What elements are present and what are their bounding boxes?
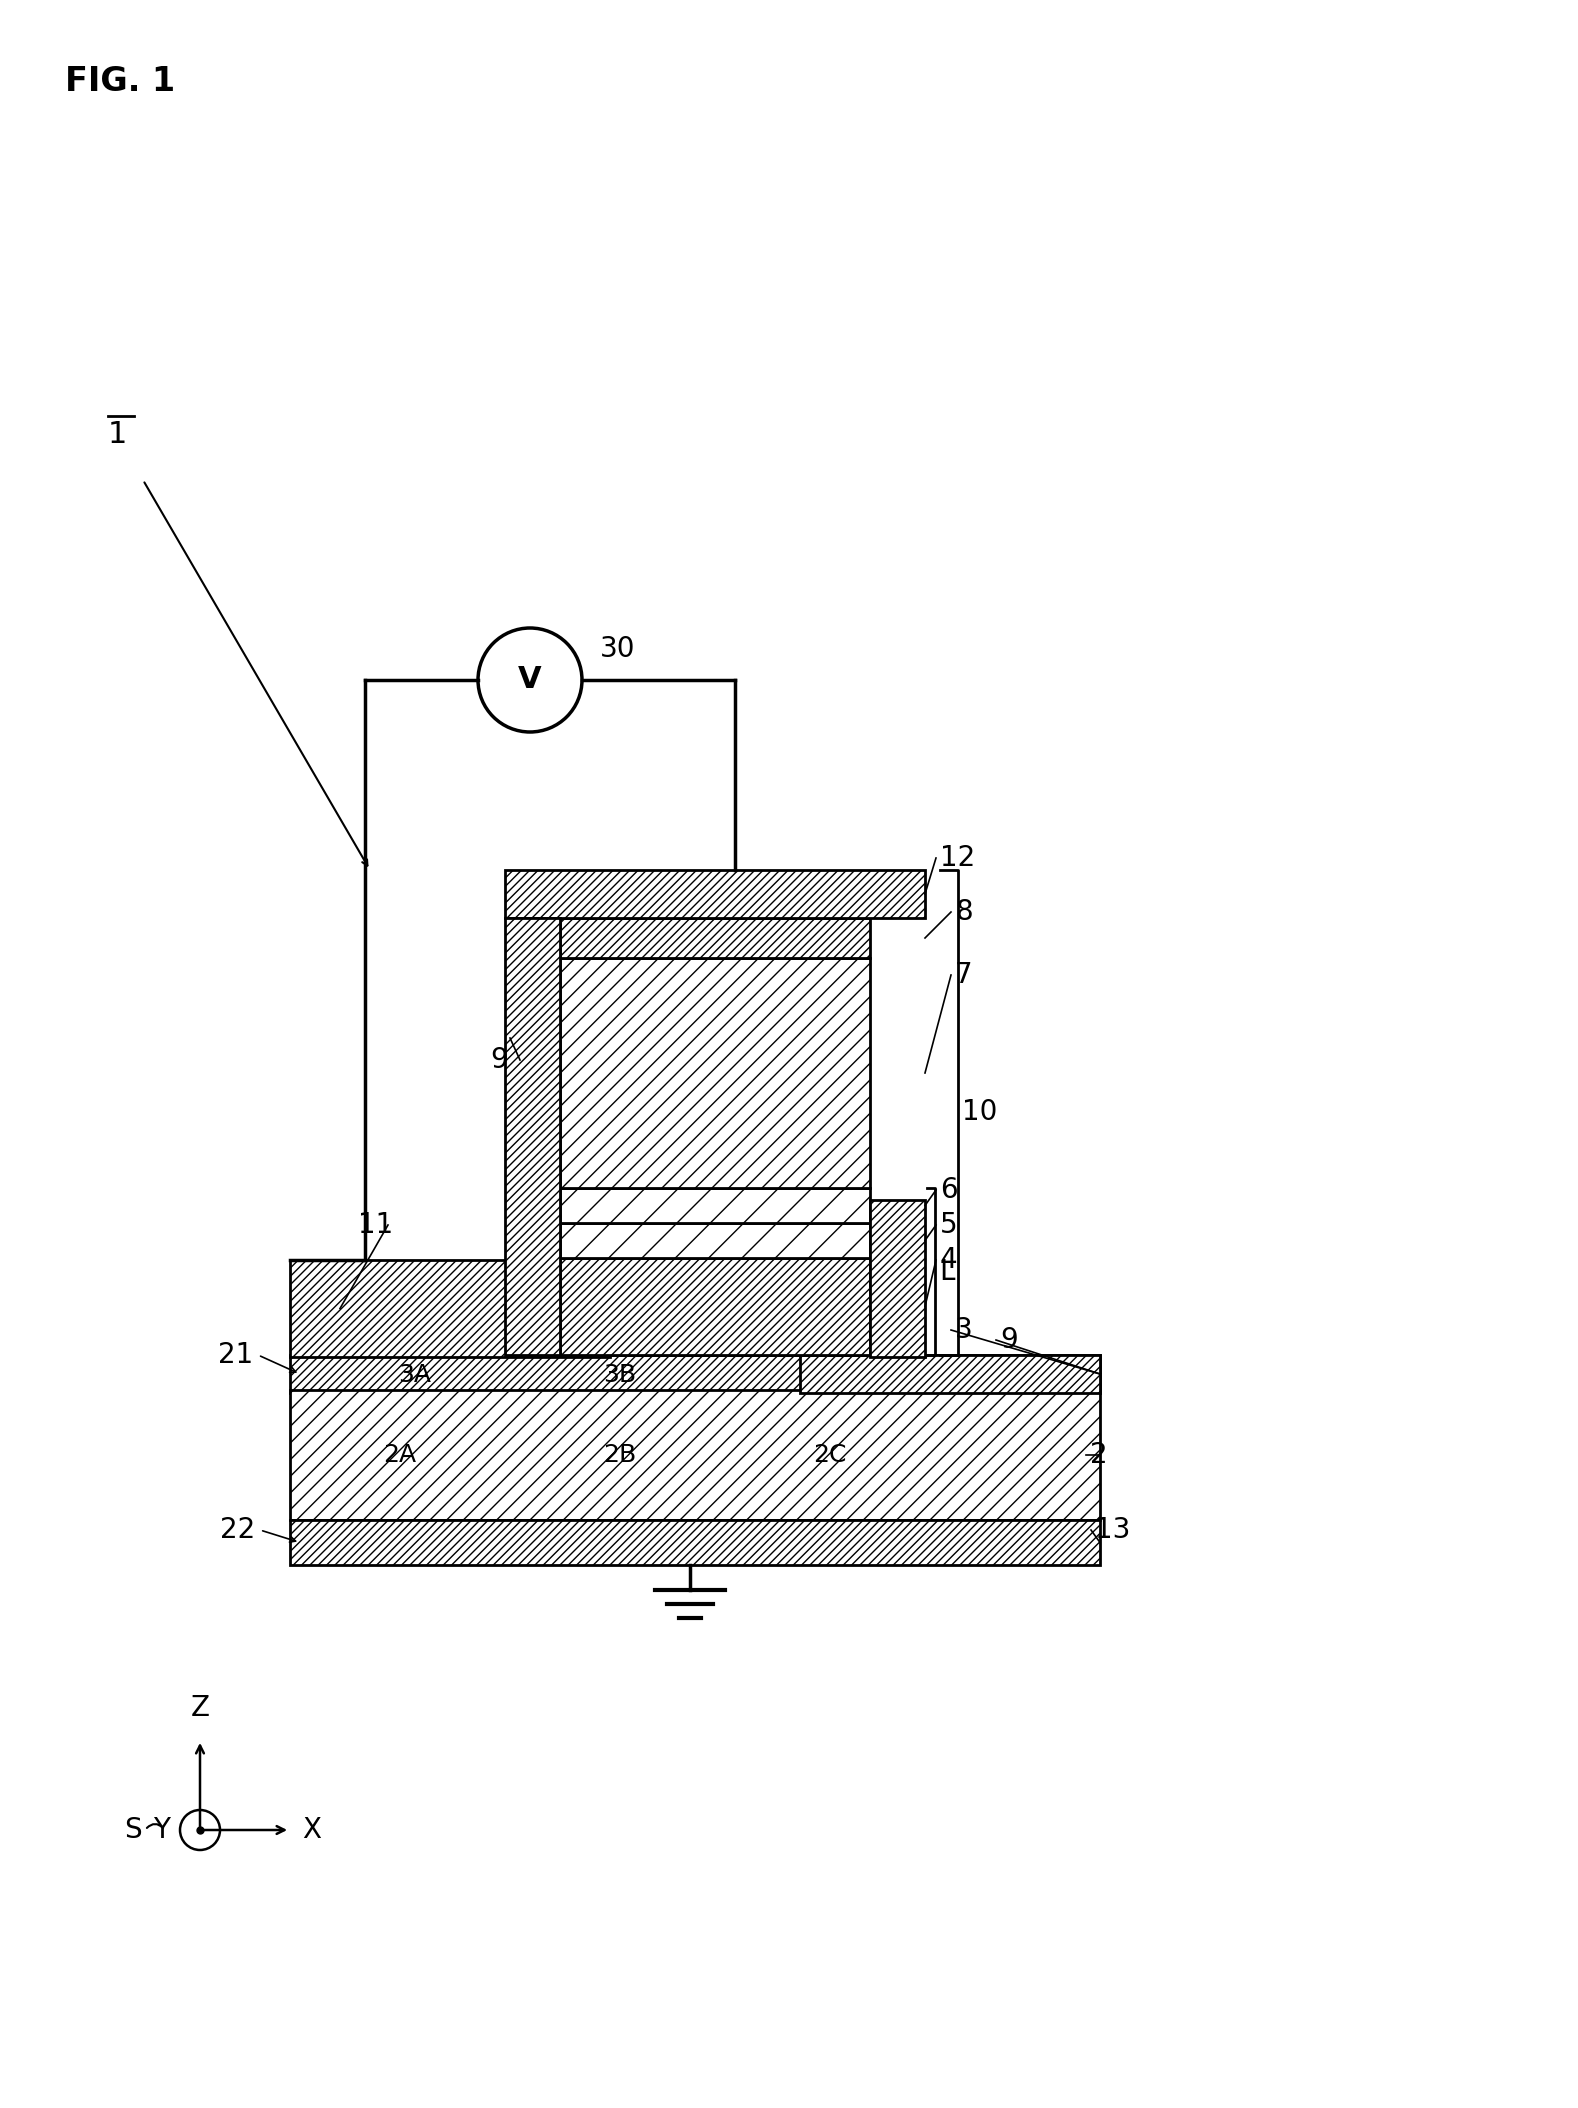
Bar <box>505 871 925 917</box>
Text: S: S <box>125 1815 142 1844</box>
Bar <box>505 917 560 1355</box>
Bar <box>290 1520 1100 1564</box>
Bar <box>560 917 869 957</box>
Text: 9: 9 <box>491 1046 508 1073</box>
Text: 2B: 2B <box>603 1444 636 1467</box>
Text: 30: 30 <box>600 635 636 664</box>
Text: 7: 7 <box>955 961 972 989</box>
Text: 22: 22 <box>219 1516 256 1543</box>
Text: 2A: 2A <box>383 1444 417 1467</box>
Bar <box>560 957 869 1189</box>
Bar <box>869 1199 925 1358</box>
Text: 3: 3 <box>955 1315 972 1345</box>
Text: Z: Z <box>191 1695 210 1722</box>
Text: FIG. 1: FIG. 1 <box>65 65 175 97</box>
Text: 10: 10 <box>963 1098 997 1126</box>
Text: 2C: 2C <box>813 1444 847 1467</box>
Text: X: X <box>301 1815 320 1844</box>
Text: 21: 21 <box>218 1341 252 1368</box>
Bar <box>290 1389 1100 1520</box>
Text: 4: 4 <box>940 1246 958 1273</box>
Text: V: V <box>518 666 541 694</box>
Text: 6: 6 <box>940 1176 958 1204</box>
Text: 9: 9 <box>1000 1326 1018 1353</box>
Bar <box>290 1355 1100 1393</box>
Text: 13: 13 <box>1095 1516 1130 1543</box>
Text: 11: 11 <box>358 1210 393 1240</box>
Text: 1: 1 <box>107 419 128 449</box>
Text: 2: 2 <box>1090 1442 1108 1469</box>
Text: 12: 12 <box>940 843 975 873</box>
Bar <box>560 1189 869 1223</box>
Bar <box>560 1223 869 1258</box>
Text: 8: 8 <box>955 898 972 925</box>
Bar <box>560 1258 869 1355</box>
Text: 5: 5 <box>940 1210 958 1240</box>
Text: 3B: 3B <box>603 1364 636 1387</box>
Bar <box>290 1261 611 1358</box>
Text: 3A: 3A <box>399 1364 431 1387</box>
Text: L: L <box>939 1258 955 1286</box>
Bar <box>800 1355 1100 1393</box>
Text: Y: Y <box>153 1815 170 1844</box>
